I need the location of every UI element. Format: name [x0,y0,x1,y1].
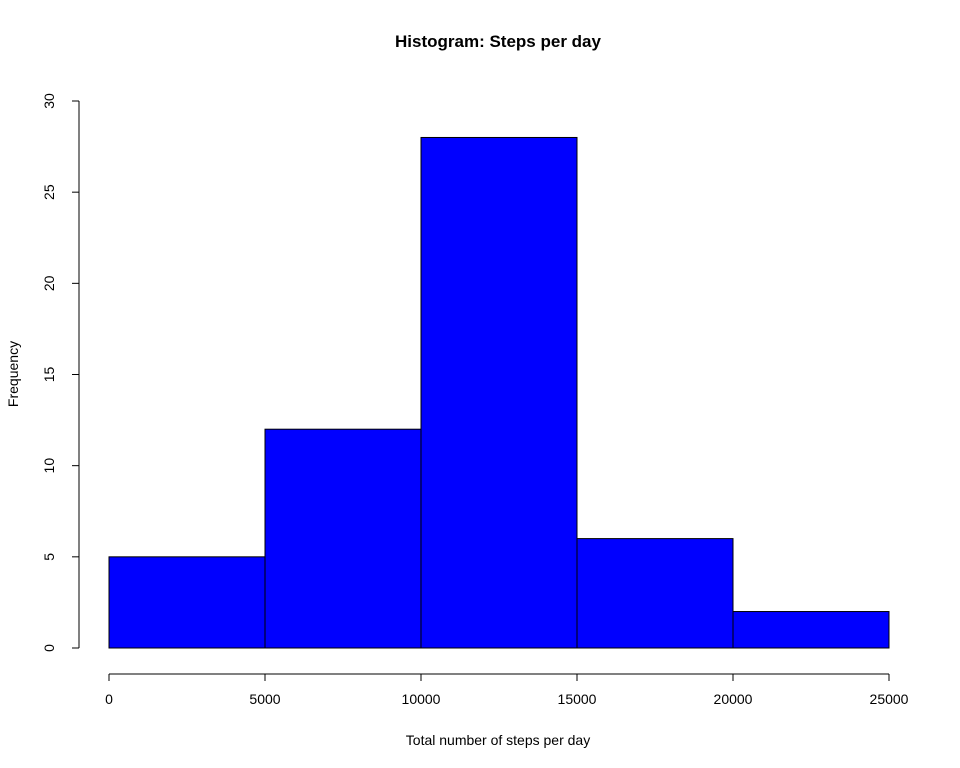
y-tick-label: 5 [41,553,57,561]
x-tick-label: 20000 [714,691,753,707]
chart-title: Histogram: Steps per day [395,32,601,51]
y-tick-label: 10 [41,458,57,474]
y-axis: 0 5 10 15 20 25 30 [41,93,80,652]
histogram-bar-3 [576,538,734,649]
x-axis-label: Total number of steps per day [406,732,590,748]
y-tick-label: 30 [41,93,57,109]
x-axis: 0 5000 10000 15000 20000 25000 [105,673,909,707]
histogram-bar-0 [108,556,266,649]
y-axis-label: Frequency [5,341,21,407]
bars-group [108,136,890,649]
x-tick-label: 15000 [558,691,597,707]
y-tick-label: 15 [41,367,57,383]
y-tick-label: 0 [41,644,57,652]
x-tick-label: 0 [105,691,113,707]
y-tick-label: 25 [41,184,57,200]
x-tick-label: 5000 [249,691,280,707]
x-tick-label: 10000 [402,691,441,707]
histogram-bar-1 [264,428,422,649]
histogram-bar-4 [732,611,890,649]
x-tick-label: 25000 [870,691,909,707]
y-tick-label: 20 [41,275,57,291]
histogram-bar-2 [420,136,578,649]
